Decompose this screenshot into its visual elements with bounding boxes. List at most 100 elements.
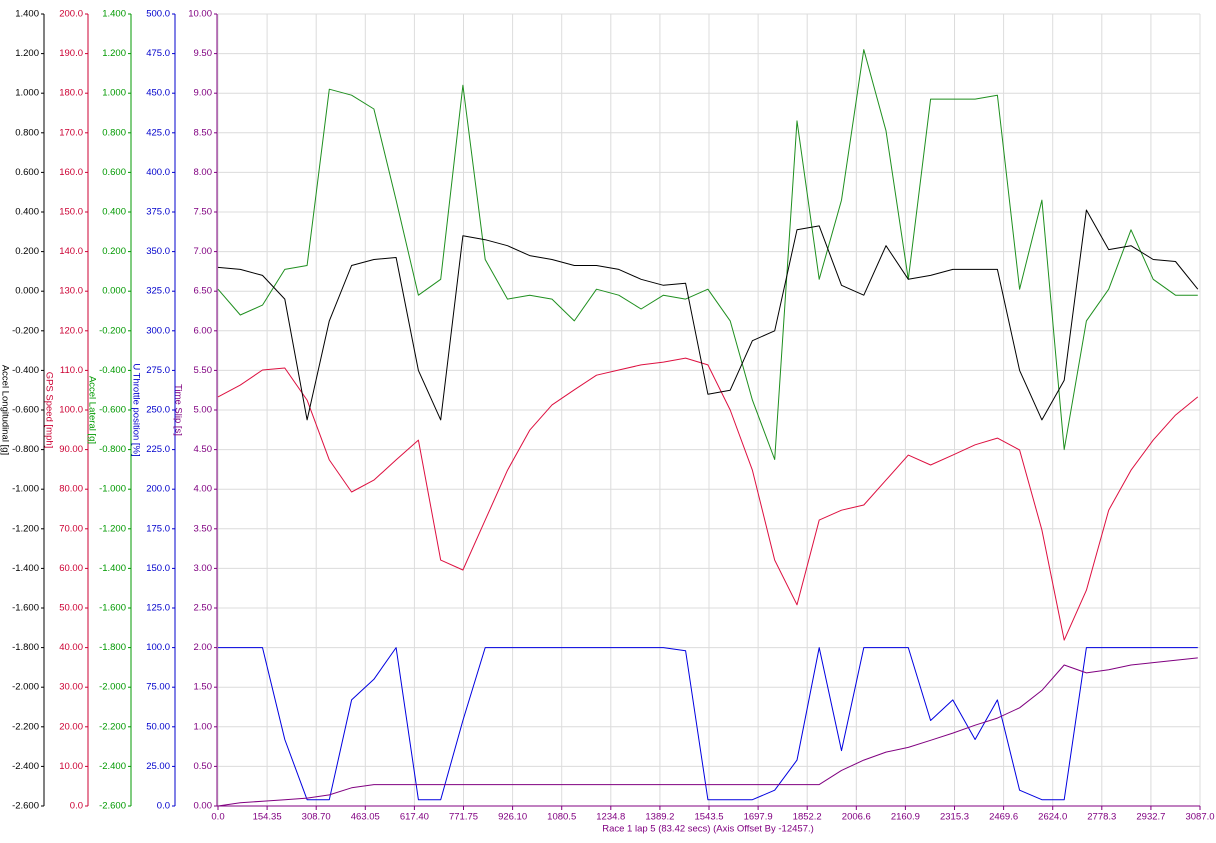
y-tick-label: 25.00 — [146, 761, 170, 772]
y-tick-label: 100.0 — [146, 642, 170, 653]
y-tick-label: -1.400 — [99, 563, 126, 574]
y-tick-label: 300.0 — [146, 325, 170, 336]
y-tick-label: 275.0 — [146, 365, 170, 376]
y-tick-label: 2.00 — [194, 642, 213, 653]
y-tick-label: 250.0 — [146, 405, 170, 416]
y-tick-label: 0.400 — [102, 207, 126, 218]
y-tick-label: 1.200 — [15, 48, 39, 59]
y-tick-label: 7.00 — [194, 246, 213, 257]
y-tick-label: -0.800 — [12, 444, 39, 455]
x-tick-label: 308.70 — [302, 812, 331, 823]
y-tick-label: 0.000 — [15, 286, 39, 297]
y-tick-label: 375.0 — [146, 207, 170, 218]
y-tick-label: 0.800 — [15, 127, 39, 138]
y-tick-label: 40.00 — [59, 642, 83, 653]
y-tick-label: 80.00 — [59, 484, 83, 495]
y-tick-label: 180.0 — [59, 88, 83, 99]
y-tick-label: 0.000 — [102, 286, 126, 297]
y-tick-label: 70.00 — [59, 523, 83, 534]
y-tick-label: 0.50 — [194, 761, 213, 772]
x-tick-label: 0.0 — [211, 812, 224, 823]
y-tick-label: -0.800 — [99, 444, 126, 455]
x-tick-label: 1234.8 — [596, 812, 625, 823]
y-tick-label: 425.0 — [146, 127, 170, 138]
y-tick-label: 125.0 — [146, 603, 170, 614]
y-tick-label: 6.50 — [194, 286, 213, 297]
y-axis-title: U Throttle position [%] — [130, 363, 141, 456]
y-tick-label: -1.200 — [12, 523, 39, 534]
y-tick-label: -2.600 — [12, 801, 39, 812]
y-tick-label: 120.0 — [59, 325, 83, 336]
y-tick-label: -1.600 — [99, 603, 126, 614]
y-tick-label: 150.0 — [59, 207, 83, 218]
x-tick-label: 926.10 — [498, 812, 527, 823]
x-axis-title: Race 1 lap 5 (83.42 secs) (Axis Offset B… — [602, 824, 814, 835]
y-tick-label: 140.0 — [59, 246, 83, 257]
y-tick-label: -1.800 — [12, 642, 39, 653]
x-tick-label: 463.05 — [351, 812, 380, 823]
series-line — [217, 657, 1198, 807]
y-tick-label: 0.600 — [102, 167, 126, 178]
y-tick-label: 350.0 — [146, 246, 170, 257]
y-tick-label: -2.400 — [12, 761, 39, 772]
x-tick-label: 2624.0 — [1038, 812, 1067, 823]
y-tick-label: -0.600 — [99, 405, 126, 416]
y-tick-label: -0.400 — [99, 365, 126, 376]
y-tick-label: -2.200 — [12, 721, 39, 732]
x-tick-label: 2469.6 — [989, 812, 1018, 823]
y-tick-label: -2.200 — [99, 721, 126, 732]
y-tick-label: 4.50 — [194, 444, 213, 455]
y-tick-label: 400.0 — [146, 167, 170, 178]
y-tick-label: 5.00 — [194, 405, 213, 416]
x-tick-label: 1080.5 — [547, 812, 576, 823]
y-tick-label: 6.00 — [194, 325, 213, 336]
series-line — [217, 49, 1198, 460]
y-tick-label: 150.0 — [146, 563, 170, 574]
y-tick-label: -0.200 — [99, 325, 126, 336]
y-axis-title: Time Slip [s] — [172, 384, 183, 436]
y-tick-label: 190.0 — [59, 48, 83, 59]
y-tick-label: 100.0 — [59, 405, 83, 416]
y-axis-title: Accel Longitudinal [g] — [0, 365, 10, 455]
y-tick-label: 0.400 — [15, 207, 39, 218]
y-tick-label: 1.000 — [15, 88, 39, 99]
y-tick-label: 160.0 — [59, 167, 83, 178]
y-tick-label: -2.600 — [99, 801, 126, 812]
y-tick-label: 30.00 — [59, 682, 83, 693]
y-tick-label: 3.50 — [194, 523, 213, 534]
x-tick-label: 1852.2 — [793, 812, 822, 823]
x-tick-label: 617.40 — [400, 812, 429, 823]
x-tick-label: 1697.9 — [744, 812, 773, 823]
y-tick-label: 170.0 — [59, 127, 83, 138]
y-tick-label: 50.00 — [146, 721, 170, 732]
y-tick-label: 110.0 — [60, 365, 83, 376]
y-tick-label: 1.400 — [15, 9, 39, 20]
y-tick-label: -0.200 — [12, 325, 39, 336]
y-tick-label: 0.200 — [102, 246, 126, 257]
y-tick-label: 325.0 — [146, 286, 170, 297]
y-tick-label: 475.0 — [146, 48, 170, 59]
y-tick-label: 50.00 — [59, 603, 83, 614]
y-tick-label: 8.50 — [194, 127, 213, 138]
y-tick-label: 60.00 — [59, 563, 83, 574]
y-tick-label: -1.400 — [12, 563, 39, 574]
x-tick-label: 1389.2 — [645, 812, 674, 823]
y-tick-label: -2.000 — [99, 682, 126, 693]
y-tick-label: 200.0 — [146, 484, 170, 495]
y-tick-label: 3.00 — [194, 563, 213, 574]
y-tick-label: 0.0 — [157, 801, 170, 812]
y-tick-label: 200.0 — [59, 9, 83, 20]
y-tick-label: -1.000 — [12, 484, 39, 495]
y-tick-label: 1.000 — [102, 88, 126, 99]
x-tick-label: 1543.5 — [694, 812, 723, 823]
y-tick-label: 0.0 — [70, 801, 83, 812]
y-tick-label: 225.0 — [146, 444, 170, 455]
y-axis-title: GPS Speed [mph] — [43, 372, 54, 449]
x-tick-label: 3087.0 — [1185, 812, 1214, 823]
y-tick-label: 9.50 — [194, 48, 213, 59]
y-tick-label: 10.00 — [188, 9, 212, 20]
y-tick-label: 2.50 — [194, 603, 213, 614]
y-tick-label: 450.0 — [146, 88, 170, 99]
